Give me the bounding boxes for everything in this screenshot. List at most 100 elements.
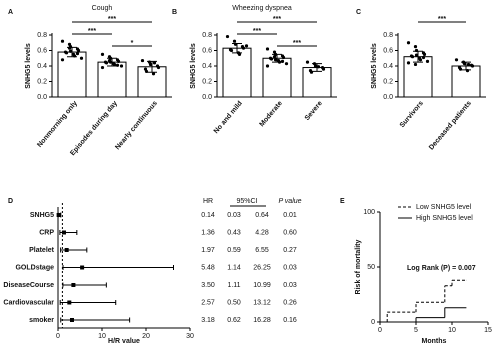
data-point: [316, 65, 321, 69]
y-axis-title: SNHG5 levels: [25, 43, 32, 89]
y-tick-label: 0.4: [202, 63, 212, 70]
bar: [222, 47, 252, 98]
ci-low-value: 0.50: [227, 299, 241, 306]
ci-low-value: 0.03: [227, 212, 241, 219]
data-point: [305, 60, 310, 64]
y-tick-label: 0.2: [383, 78, 393, 85]
y-tick-label: 0.8: [37, 32, 47, 39]
hr-value: 2.57: [201, 299, 215, 306]
x-tick-label: 0: [56, 333, 60, 340]
y-tick-label: 0.4: [383, 63, 393, 70]
p-value: 0.26: [283, 299, 297, 306]
hr-value: 1.36: [201, 229, 215, 236]
data-point: [116, 59, 121, 63]
ci-low-value: 0.43: [227, 229, 241, 236]
data-point: [225, 34, 230, 39]
legend-label: High SNHG5 level: [416, 215, 473, 222]
p-value: 0.03: [283, 264, 297, 271]
error-bar: [147, 60, 157, 73]
data-point: [76, 48, 81, 53]
ci-high-value: 26.25: [253, 264, 271, 271]
legend-label: Low SNHG5 level: [416, 204, 472, 211]
hr-value: 3.18: [201, 317, 215, 324]
y-tick-label: 0.8: [383, 32, 393, 39]
data-point: [104, 61, 109, 65]
x-tick-label: 20: [142, 333, 150, 340]
x-axis-title: Months: [422, 338, 447, 345]
x-tick-label: 0: [378, 327, 382, 334]
row-label: SNHG5: [30, 212, 54, 219]
confidence-interval: [62, 282, 107, 288]
panel-letter: D: [8, 198, 13, 205]
data-point: [108, 60, 113, 64]
data-point: [60, 39, 65, 43]
p-value: 0.01: [283, 212, 297, 219]
y-tick-label: 0.0: [383, 94, 393, 101]
p-value: 0.16: [283, 317, 297, 324]
confidence-interval: [60, 247, 88, 253]
significance-label: ***: [438, 16, 446, 23]
y-tick-label: 0.6: [37, 47, 47, 54]
data-point: [237, 52, 242, 56]
data-point: [68, 49, 73, 53]
y-tick-label: 0.2: [202, 78, 212, 85]
data-point: [100, 65, 105, 70]
hazard-ratio-point: [69, 318, 74, 322]
column-header: HR: [203, 198, 213, 205]
annotation: Log Rank (P) = 0.007: [407, 265, 476, 272]
y-tick-label: 50: [367, 264, 375, 271]
error-bar: [272, 53, 282, 63]
y-tick-label: 0: [371, 319, 375, 326]
bar: [302, 67, 332, 98]
ci-high-value: 4.28: [255, 229, 269, 236]
data-point: [265, 64, 270, 68]
hazard-ratio-point: [80, 265, 85, 270]
data-point: [418, 58, 423, 62]
x-tick-label: 10: [448, 327, 456, 334]
ci-high-value: 16.28: [253, 317, 271, 324]
error-bar: [232, 43, 242, 54]
hr-value: 5.48: [201, 264, 215, 271]
ci-low-value: 0.59: [227, 247, 241, 254]
data-point: [406, 61, 411, 65]
significance-label: *: [131, 40, 134, 47]
significance-label: ***: [273, 16, 281, 23]
data-point: [148, 62, 153, 67]
data-point: [273, 58, 278, 62]
x-tick-label: 5: [414, 327, 418, 334]
ci-high-value: 10.99: [253, 282, 271, 289]
panel-letter: C: [356, 9, 361, 16]
data-point: [241, 46, 246, 50]
x-tick-label: Episodes during day: [69, 100, 119, 157]
error-bar: [107, 57, 117, 67]
panel-letter: E: [340, 198, 345, 205]
ci-high-value: 6.55: [255, 247, 269, 254]
hazard-ratio-point: [64, 248, 69, 252]
row-label: DiseaseCourse: [3, 282, 54, 289]
hazard-ratio-point: [71, 283, 76, 287]
x-tick-label: Moderate: [259, 100, 284, 128]
significance-label: ***: [253, 28, 261, 35]
error-bar: [67, 46, 77, 58]
data-point: [466, 62, 471, 67]
data-point: [281, 55, 286, 60]
error-bar: [413, 50, 423, 63]
ci-low-value: 1.11: [227, 282, 240, 289]
data-point: [414, 53, 419, 57]
column-header: 95%CI: [236, 198, 257, 205]
significance-label: ***: [108, 16, 116, 23]
x-tick-label: No and mild: [213, 100, 244, 135]
data-point: [462, 62, 467, 66]
data-point: [79, 56, 84, 60]
y-axis-title: Risk of mortality: [355, 239, 362, 294]
confidence-interval: [62, 265, 174, 270]
row-label: CRP: [39, 229, 54, 236]
hazard-ratio-point: [67, 300, 72, 305]
data-point: [413, 62, 418, 67]
data-point: [140, 58, 145, 63]
column-header: P value: [278, 198, 301, 205]
panel-title: Wheezing dyspnea: [232, 5, 292, 12]
y-axis-title: SNHG5 levels: [190, 43, 197, 89]
data-point: [60, 58, 65, 62]
row-label: GOLDstage: [15, 264, 54, 271]
